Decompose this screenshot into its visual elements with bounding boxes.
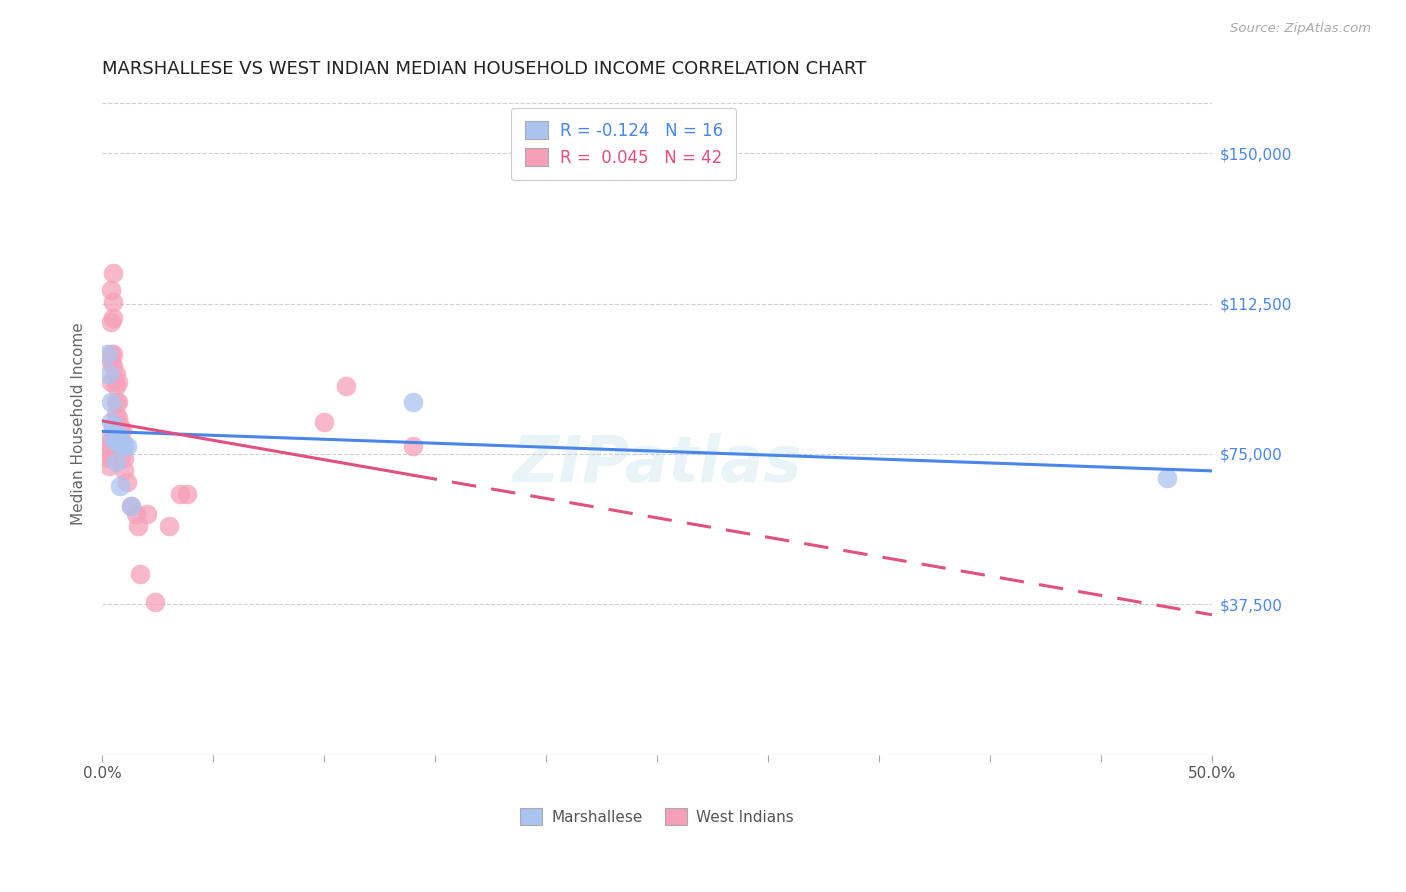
Point (120, 499, 142, 513)
Point (100, 375, 122, 389)
Point (115, 439, 138, 453)
Point (103, 431, 125, 445)
Point (100, 355, 122, 369)
Point (1156, 471, 1178, 485)
Point (100, 283, 122, 297)
Point (100, 415, 122, 429)
Point (127, 519, 149, 533)
Y-axis label: Median Household Income: Median Household Income (72, 323, 86, 525)
Point (103, 310, 125, 325)
Point (100, 315, 122, 329)
Point (103, 347, 125, 361)
Point (112, 439, 135, 453)
Point (111, 423, 134, 437)
Point (120, 499, 142, 513)
Point (97, 458, 120, 473)
Point (103, 294, 125, 309)
Point (103, 418, 125, 433)
Point (103, 431, 125, 445)
Point (314, 415, 336, 429)
Point (97, 447, 120, 461)
Point (96, 439, 118, 453)
Point (107, 410, 129, 425)
Text: MARSHALLESE VS WEST INDIAN MEDIAN HOUSEHOLD INCOME CORRELATION CHART: MARSHALLESE VS WEST INDIAN MEDIAN HOUSEH… (103, 60, 866, 78)
Point (157, 519, 180, 533)
Point (96, 431, 118, 445)
Point (107, 394, 129, 409)
Point (104, 434, 127, 449)
Point (97, 450, 120, 465)
Point (97, 367, 120, 381)
Point (129, 567, 152, 582)
Point (169, 487, 191, 501)
Point (103, 267, 125, 281)
Point (108, 418, 131, 433)
Text: ZIPatlas: ZIPatlas (512, 433, 801, 494)
Point (107, 426, 129, 441)
Point (112, 463, 135, 477)
Point (96, 347, 118, 361)
Point (115, 475, 138, 489)
Point (104, 378, 127, 392)
Point (108, 479, 131, 493)
Point (111, 434, 134, 449)
Point (112, 450, 135, 465)
Point (145, 595, 167, 609)
Legend: Marshallese, West Indians: Marshallese, West Indians (515, 802, 800, 830)
Point (104, 455, 127, 469)
Point (135, 507, 157, 521)
Point (402, 439, 425, 453)
Point (103, 359, 125, 373)
Point (402, 394, 425, 409)
Point (335, 378, 357, 392)
Text: Source: ZipAtlas.com: Source: ZipAtlas.com (1230, 22, 1371, 36)
Point (104, 367, 127, 381)
Point (108, 434, 131, 449)
Point (107, 375, 129, 389)
Point (104, 394, 127, 409)
Point (176, 487, 198, 501)
Point (111, 447, 134, 461)
Point (104, 407, 127, 421)
Point (100, 394, 122, 409)
Point (124, 507, 146, 521)
Point (100, 347, 122, 361)
